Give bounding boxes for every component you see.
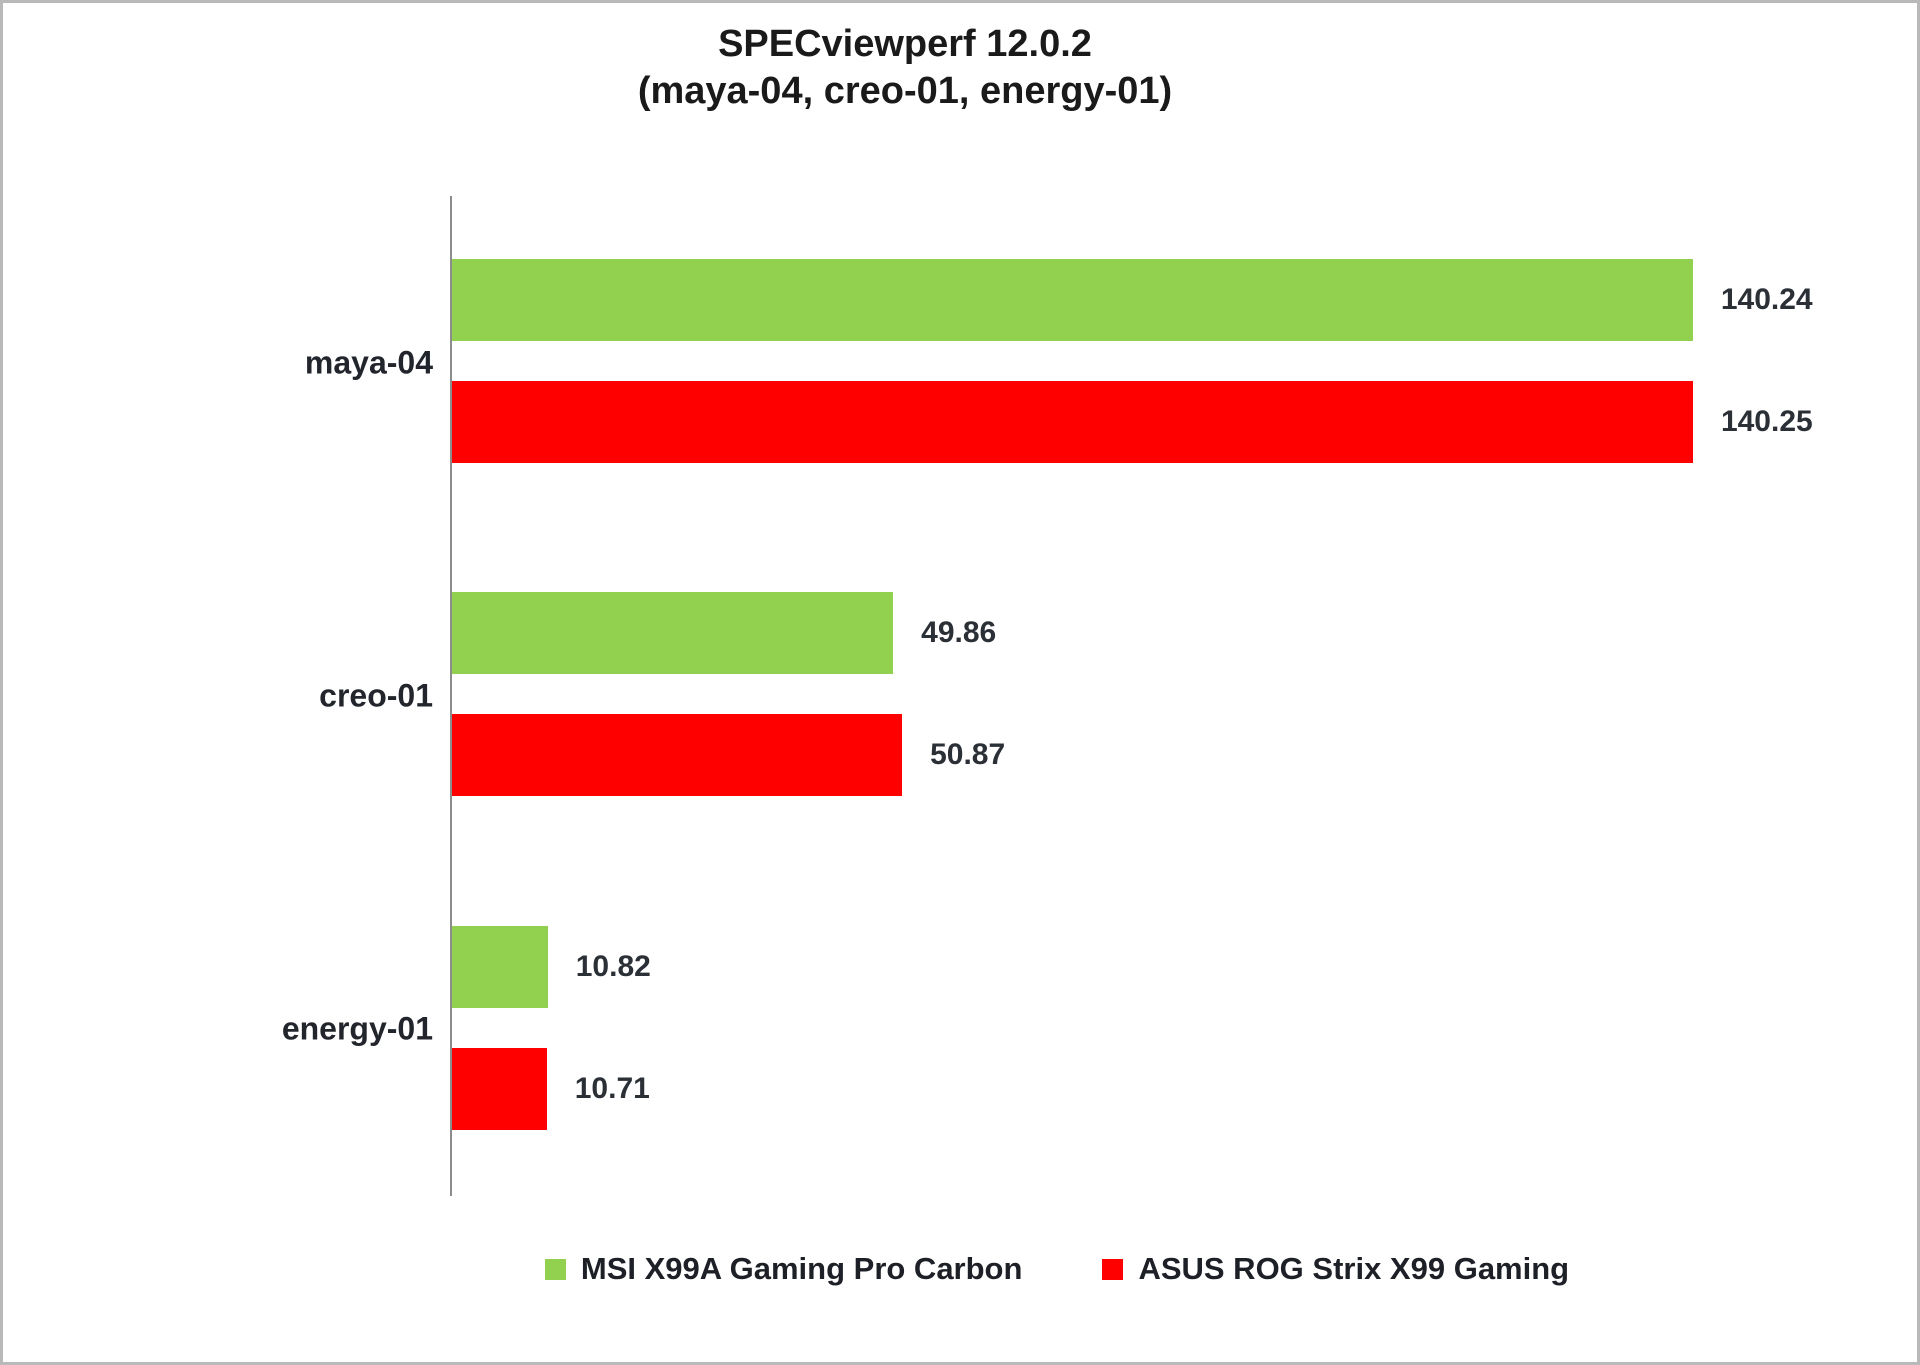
chart-title: SPECviewperf 12.0.2 [718, 23, 1092, 65]
bar-row-asus: 10.71 [452, 1047, 1850, 1130]
legend-swatch-asus-icon [1102, 1258, 1124, 1280]
bar-msi [452, 592, 894, 675]
bar-asus [452, 714, 903, 797]
chart-title-block: SPECviewperf 12.0.2 (maya-04, creo-01, e… [0, 21, 1862, 115]
bar-asus [452, 1047, 547, 1130]
bar-asus [452, 381, 1693, 463]
legend-label-msi: MSI X99A Gaming Pro Carbon [580, 1251, 1023, 1286]
bar-group-energy-01: energy-01 10.82 10.71 [282, 863, 1850, 1196]
legend-item-asus: ASUS ROG Strix X99 Gaming [1102, 1251, 1569, 1287]
bar-msi [452, 925, 548, 1008]
value-label: 140.25 [1720, 405, 1813, 438]
category-label: energy-01 [281, 1010, 433, 1047]
bar-row-msi: 140.24 [452, 259, 1850, 341]
bar-row-msi: 49.86 [452, 592, 1850, 675]
value-label: 49.86 [921, 616, 997, 650]
value-label: 140.24 [1720, 283, 1813, 316]
legend: MSI X99A Gaming Pro Carbon ASUS ROG Stri… [100, 1251, 1920, 1287]
bar-groups: maya-04 140.24 140.25 creo-01 49.86 50.87 ener… [282, 196, 1850, 1196]
bar-row-msi: 10.82 [452, 925, 1850, 1008]
value-label: 10.71 [574, 1071, 650, 1105]
category-label: maya-04 [304, 344, 433, 381]
plot-area: maya-04 140.24 140.25 creo-01 49.86 50.87 ener… [282, 196, 1850, 1196]
bar-group-creo-01: creo-01 49.86 50.87 [319, 529, 1850, 862]
value-label: 50.87 [930, 738, 1006, 772]
bar-group-maya-04: maya-04 140.24 140.25 [305, 196, 1850, 529]
legend-item-msi: MSI X99A Gaming Pro Carbon [544, 1251, 1023, 1287]
chart-subtitle: (maya-04, creo-01, energy-01) [637, 70, 1173, 112]
bar-row-asus: 50.87 [452, 714, 1850, 797]
legend-swatch-msi-icon [544, 1258, 566, 1280]
bar-row-asus: 140.25 [452, 381, 1850, 463]
value-label: 10.82 [575, 949, 651, 983]
legend-label-asus: ASUS ROG Strix X99 Gaming [1138, 1251, 1570, 1286]
bar-msi [452, 259, 1693, 341]
category-label: creo-01 [319, 677, 433, 714]
